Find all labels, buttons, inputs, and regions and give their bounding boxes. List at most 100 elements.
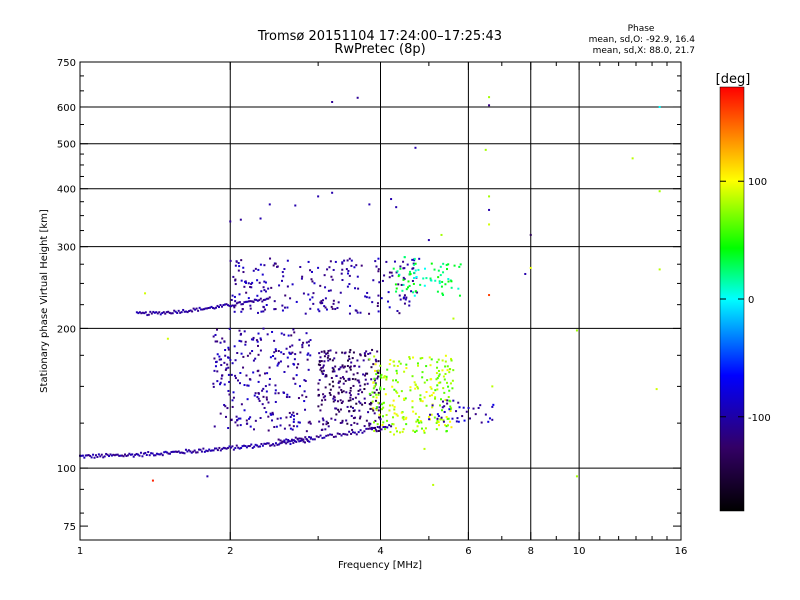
cloud-point (318, 352, 321, 355)
cloud-point (379, 386, 382, 389)
trace-point (204, 307, 207, 310)
cloud-point (467, 406, 470, 409)
trace-point (274, 442, 277, 445)
cloud-point (426, 379, 429, 382)
cloud-point (492, 403, 495, 406)
cloud-point (336, 306, 339, 309)
cloud-point (289, 345, 292, 348)
cloud-point (325, 420, 328, 423)
cloud-point (290, 334, 293, 337)
cloud-point (332, 302, 335, 305)
trace-point (256, 299, 259, 302)
cloud-point (364, 374, 367, 377)
cloud-point (342, 377, 345, 380)
cloud-point (405, 423, 408, 426)
trace-point (329, 433, 332, 436)
cloud-point (450, 286, 453, 289)
cloud-point (342, 390, 345, 393)
cloud-point (393, 405, 396, 408)
cloud-point (348, 351, 351, 354)
cloud-point (374, 260, 377, 263)
cloud-point (436, 417, 439, 420)
cloud-point (364, 401, 367, 404)
cloud-point (313, 282, 316, 285)
trace-point (94, 454, 97, 457)
trace-point (231, 304, 234, 307)
isolated-point (144, 292, 147, 295)
cloud-point (417, 420, 420, 423)
cloud-point (395, 413, 398, 416)
trace-point (86, 454, 89, 457)
cloud-point (455, 410, 458, 413)
cloud-point (321, 302, 324, 305)
cloud-point (372, 421, 375, 424)
cloud-point (354, 416, 357, 419)
trace-point (165, 311, 168, 314)
cloud-point (349, 304, 352, 307)
cloud-point (295, 374, 298, 377)
trace-point (121, 454, 124, 457)
cloud-point (337, 368, 340, 371)
cloud-point (323, 355, 326, 358)
cloud-point (383, 388, 386, 391)
trace-point (330, 433, 333, 436)
cloud-point (457, 420, 460, 423)
cloud-point (301, 343, 304, 346)
cloud-point (441, 400, 444, 403)
trace-point (197, 309, 200, 312)
cloud-point (417, 421, 420, 424)
cloud-point (404, 298, 407, 301)
cloud-point (250, 282, 253, 285)
cloud-point (374, 399, 377, 402)
cloud-point (309, 422, 312, 425)
cloud-point (212, 382, 215, 385)
cloud-point (237, 269, 240, 272)
trace-point (207, 307, 210, 309)
trace-point (380, 428, 383, 431)
trace-point (296, 437, 299, 440)
cloud-point (268, 377, 271, 380)
trace-point (374, 428, 377, 431)
cloud-point (372, 363, 375, 366)
isolated-point (655, 388, 658, 391)
cloud-point (328, 392, 331, 395)
cloud-point (294, 353, 297, 356)
cloud-point (446, 399, 449, 402)
cloud-point (450, 357, 453, 360)
cloud-point (412, 356, 415, 359)
cloud-point (318, 393, 321, 396)
cloud-point (378, 413, 381, 416)
cloud-point (229, 358, 232, 361)
cloud-point (399, 431, 402, 434)
trace-point (306, 439, 309, 442)
cloud-point (414, 387, 417, 390)
cloud-point (360, 264, 363, 267)
cloud-point (251, 350, 254, 353)
cloud-point (329, 289, 332, 292)
cloud-point (413, 259, 416, 262)
cloud-point (371, 301, 374, 304)
cloud-point (241, 308, 244, 311)
cloud-point (274, 308, 277, 311)
trace-point (277, 443, 280, 446)
cloud-point (273, 339, 276, 342)
trace-point (198, 448, 201, 451)
cloud-point (239, 424, 242, 427)
trace-point (138, 454, 141, 457)
cloud-point (324, 306, 327, 309)
trace-point (285, 438, 288, 441)
cloud-point (249, 304, 252, 307)
cloud-point (432, 391, 435, 394)
cloud-point (276, 417, 279, 420)
cloud-point (430, 413, 433, 416)
trace-point (248, 445, 251, 448)
cloud-point (277, 362, 280, 365)
trace-point (166, 451, 169, 454)
cloud-point (411, 258, 414, 261)
cloud-point (388, 363, 391, 366)
isolated-point (151, 479, 154, 482)
cloud-point (382, 401, 385, 404)
trace-point (359, 429, 362, 432)
trace-point (208, 448, 211, 451)
cloud-point (348, 410, 351, 413)
